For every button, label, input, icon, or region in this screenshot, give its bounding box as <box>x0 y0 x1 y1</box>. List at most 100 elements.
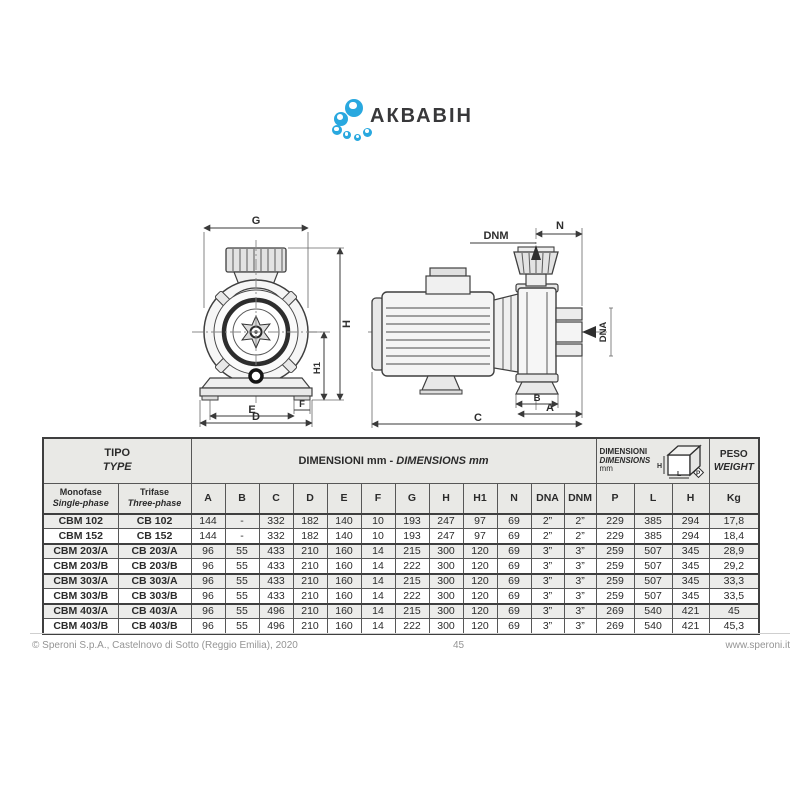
column-header-dna: DNA <box>530 483 565 515</box>
dimension-cell: 120 <box>462 588 498 605</box>
dimension-cell: 120 <box>462 543 498 559</box>
dimension-cube-icon: H L P <box>657 444 704 479</box>
single-phase-label: Single-phase <box>52 498 109 509</box>
dimension-cell: 160 <box>326 603 362 619</box>
dimension-cell: 507 <box>633 588 673 605</box>
dimension-cell: 160 <box>326 588 362 605</box>
monofase-label: Monofase <box>59 487 102 498</box>
dimension-cell: 96 <box>190 543 226 559</box>
dimension-cell: 2” <box>530 513 565 529</box>
dimension-cell: 385 <box>633 528 673 545</box>
dimension-cell: 144 <box>190 528 226 545</box>
dimension-cell: 96 <box>190 588 226 605</box>
dimension-cell: 345 <box>671 588 710 605</box>
page-footer: © Speroni S.p.A., Castelnovo di Sotto (R… <box>30 633 790 657</box>
dimension-cell: 215 <box>394 543 430 559</box>
tipo-type-header: TIPO TYPE <box>42 437 192 484</box>
bubble-icon <box>363 128 372 137</box>
dimension-cell: 2” <box>563 513 597 529</box>
dimension-cell: 160 <box>326 543 362 559</box>
dimensions-table: TIPO TYPE DIMENSIONI mm - DIMENSIONS mm … <box>42 437 761 635</box>
dimension-cell: 69 <box>496 543 532 559</box>
brand-logo: АКВАВІН <box>330 94 490 146</box>
dimension-cell: 144 <box>190 513 226 529</box>
dimension-cell: 55 <box>224 588 260 605</box>
model-monofase-cell: CBM 102 <box>42 513 119 529</box>
dimension-cell: 69 <box>496 618 532 634</box>
peso-weight-header: PESO WEIGHT <box>708 437 760 484</box>
dimension-cell: 3” <box>530 573 565 589</box>
dimension-cell: 45 <box>708 603 760 619</box>
dimension-cell: 55 <box>224 603 260 619</box>
column-header-dnm: DNM <box>563 483 597 515</box>
dimension-cell: 210 <box>292 558 328 575</box>
dimension-cell: 433 <box>258 543 294 559</box>
dimension-cell: 210 <box>292 618 328 634</box>
model-trifase-cell: CB 303/A <box>117 573 192 589</box>
dimension-cell: 120 <box>462 618 498 634</box>
dim-label-dnm: DNM <box>483 230 508 242</box>
weight-label: WEIGHT <box>713 462 754 473</box>
dimension-cell: 10 <box>360 528 396 545</box>
dimension-cell: 193 <box>394 528 430 545</box>
dimension-cell: 17,8 <box>708 513 760 529</box>
dimension-cell: 300 <box>428 543 464 559</box>
column-header-h: H <box>428 483 464 515</box>
dim-label-dna: DNA <box>598 322 609 343</box>
brand-name: АКВАВІН <box>370 105 473 127</box>
pump-side-view-drawing: DNM N DNA B A C <box>368 220 613 428</box>
dim-label-f: F <box>299 399 305 410</box>
dimbox-line1: DIMENSIONI <box>599 446 648 456</box>
dimension-cell: 3” <box>530 603 565 619</box>
dimension-cell: 215 <box>394 573 430 589</box>
type-label: TYPE <box>102 461 132 473</box>
dimension-cell: 269 <box>595 603 635 619</box>
dimension-cell: 69 <box>496 513 532 529</box>
dim-label-h: H <box>341 320 353 328</box>
column-header-kg: Kg <box>708 483 760 515</box>
column-header-e: E <box>326 483 362 515</box>
dimension-cell: 345 <box>671 543 710 559</box>
dimension-cell: 3” <box>530 588 565 605</box>
page-number: 45 <box>453 640 465 651</box>
model-trifase-cell: CB 203/A <box>117 543 192 559</box>
dimension-cell: 300 <box>428 618 464 634</box>
dimension-cell: 259 <box>595 543 635 559</box>
table-row: CBM 303/B CB 303/B 96 55 433 210 160 14 222 300 12… <box>42 588 760 605</box>
dimension-cell: 120 <box>462 603 498 619</box>
dimension-cell: 385 <box>633 513 673 529</box>
model-trifase-cell: CB 102 <box>117 513 192 529</box>
dimension-cell: 540 <box>633 618 673 634</box>
dimension-cell: 2” <box>530 528 565 545</box>
dimension-cell: 14 <box>360 543 396 559</box>
dimension-cell: 259 <box>595 558 635 575</box>
dimension-cell: 45,3 <box>708 618 760 634</box>
dimension-cell: 2” <box>563 528 597 545</box>
dimension-cell: 120 <box>462 573 498 589</box>
table-header-row-2: Monofase Single-phase Trifase Three-phas… <box>42 483 760 515</box>
dim-label-n: N <box>556 220 564 232</box>
column-header-h: H <box>671 483 710 515</box>
dimension-cell: 294 <box>671 528 710 545</box>
dimension-cell: 14 <box>360 603 396 619</box>
dimension-cell: 97 <box>462 528 498 545</box>
dimension-cell: 55 <box>224 543 260 559</box>
table-header-row-1: TIPO TYPE DIMENSIONI mm - DIMENSIONS mm … <box>42 437 760 484</box>
dimension-cell: 294 <box>671 513 710 529</box>
bubble-icon <box>334 112 348 126</box>
dimension-cell: 182 <box>292 528 328 545</box>
dimension-cell: 3” <box>530 543 565 559</box>
dimension-cell: 507 <box>633 543 673 559</box>
dimension-cell: 193 <box>394 513 430 529</box>
table-row: CBM 102 CB 102 144-332 182 140 10 193 247 97 69 2”… <box>42 513 760 529</box>
dimension-cell: 300 <box>428 588 464 605</box>
dimension-cell: 507 <box>633 558 673 575</box>
website-link[interactable]: www.speroni.it <box>725 640 790 651</box>
dimension-cell: 96 <box>190 573 226 589</box>
dimension-cell: 3” <box>563 603 597 619</box>
dimension-cell: 14 <box>360 558 396 575</box>
copyright-text: © Speroni S.p.A., Castelnovo di Sotto (R… <box>32 640 298 651</box>
dimension-cell: 10 <box>360 513 396 529</box>
dimension-cell: 507 <box>633 573 673 589</box>
